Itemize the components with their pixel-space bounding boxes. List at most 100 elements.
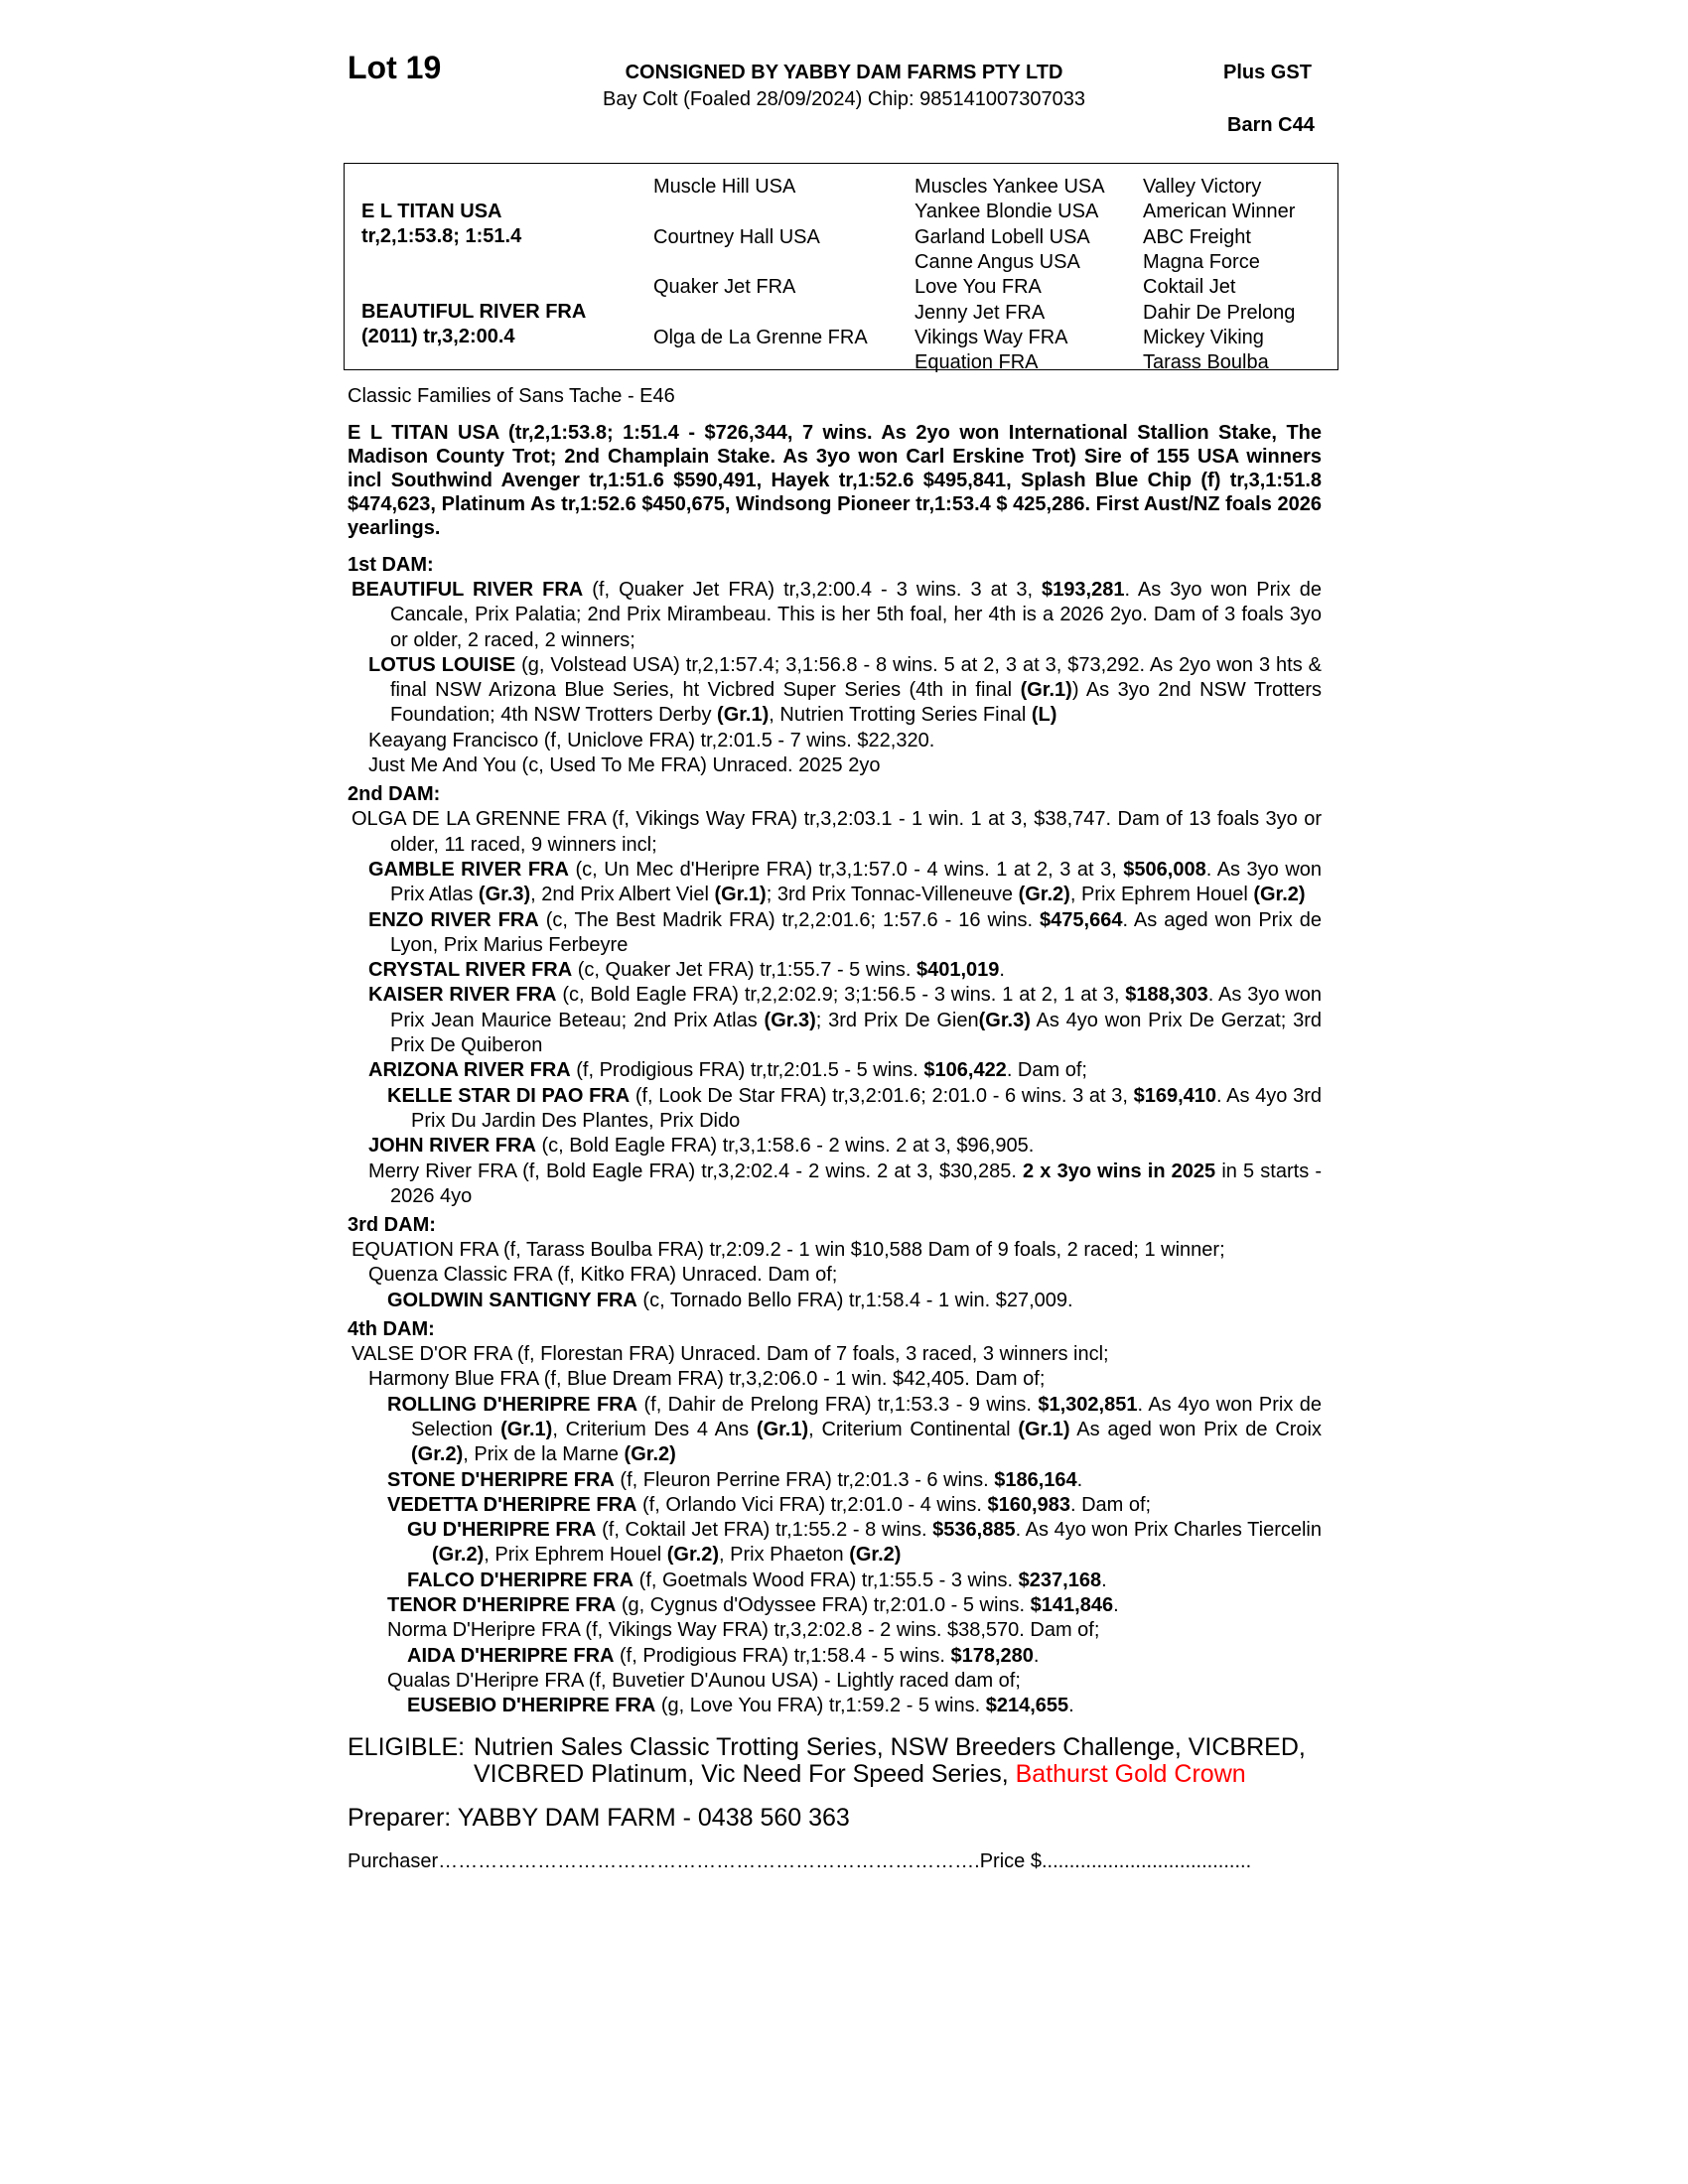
pedigree-great-great-grandparent: Valley Victory: [1143, 176, 1262, 198]
entry-highlight: (Gr.1): [1020, 679, 1072, 702]
entry-highlight: (Gr.1): [500, 1418, 553, 1440]
entry-text: VALSE D'OR FRA (f, Florestan FRA) Unrace…: [352, 1343, 1109, 1366]
barn-location: Barn C44: [1227, 114, 1315, 136]
entry-highlight: (Gr.1): [1018, 1418, 1070, 1440]
entry-text: , Nutrien Trotting Series Final: [769, 704, 1032, 727]
pedigree-entry: Merry River FRA (f, Bold Eagle FRA) tr,3…: [348, 1160, 1322, 1210]
pedigree-entry: EUSEBIO D'HERIPRE FRA (g, Love You FRA) …: [348, 1694, 1322, 1718]
entry-highlight: LOTUS LOUISE: [368, 653, 516, 676]
entry-text: (c, Bold Eagle FRA) tr,3,1:58.6 - 2 wins…: [535, 1135, 1035, 1158]
entry-text: , Criterium Continental: [808, 1418, 1019, 1440]
pedigree-entry: EQUATION FRA (f, Tarass Boulba FRA) tr,2…: [348, 1238, 1322, 1263]
entry-text: EQUATION FRA (f, Tarass Boulba FRA) tr,2…: [352, 1239, 1225, 1262]
entry-highlight: KELLE STAR DI PAO FRA: [387, 1084, 631, 1107]
entry-text: As aged won Prix de Croix: [1069, 1418, 1322, 1440]
entry-highlight: GOLDWIN SANTIGNY FRA: [387, 1289, 637, 1311]
entry-text: Keayang Francisco (f, Uniclove FRA) tr,2…: [368, 729, 935, 751]
lot-number: Lot 19: [348, 50, 442, 85]
pedigree-dam: BEAUTIFUL RIVER FRA: [361, 301, 587, 323]
pedigree-entry: OLGA DE LA GRENNE FRA (f, Vikings Way FR…: [348, 807, 1322, 858]
entry-text: (g, Love You FRA) tr,1:59.2 - 5 wins.: [655, 1695, 986, 1717]
entry-highlight: TENOR D'HERIPRE FRA: [387, 1593, 617, 1616]
pedigree-great-great-grandparent: Magna Force: [1143, 250, 1260, 273]
entry-text: (g, Volstead USA) tr,2,1:57.4; 3,1:56.8 …: [390, 653, 1322, 702]
entry-highlight: $214,655: [985, 1695, 1069, 1717]
entry-text: ; 3rd Prix Tonnac-Villeneuve: [766, 884, 1019, 906]
pedigree-great-great-grandparent: Coktail Jet: [1143, 276, 1236, 299]
entry-highlight: $186,164: [994, 1468, 1077, 1491]
entry-highlight: GU D'HERIPRE FRA: [407, 1519, 597, 1542]
pedigree-entry: Harmony Blue FRA (f, Blue Dream FRA) tr,…: [348, 1367, 1322, 1392]
entry-highlight: (Gr.1): [717, 704, 770, 727]
entry-text: (c, Tornado Bello FRA) tr,1:58.4 - 1 win…: [636, 1289, 1073, 1311]
entry-text: (c, Quaker Jet FRA) tr,1:55.7 - 5 wins.: [572, 959, 916, 982]
entry-highlight: (Gr.1): [756, 1418, 809, 1440]
entry-text: Qualas D'Heripre FRA (f, Buvetier D'Auno…: [387, 1669, 1021, 1692]
entry-highlight: (Gr.3): [978, 1009, 1031, 1031]
pedigree-entry: JOHN RIVER FRA (c, Bold Eagle FRA) tr,3,…: [348, 1134, 1322, 1159]
entry-highlight: $536,885: [932, 1519, 1016, 1542]
pedigree-great-grandparent: Love You FRA: [914, 276, 1042, 299]
pedigree-entry: Norma D'Heripre FRA (f, Vikings Way FRA)…: [348, 1618, 1322, 1643]
entry-text: (f, Dahir de Prelong FRA) tr,1:53.3 - 9 …: [637, 1393, 1039, 1416]
dam-lines: 1st DAM: BEAUTIFUL RIVER FRA (f, Quaker J…: [348, 553, 1322, 1718]
pedigree-entry: STONE D'HERIPRE FRA (f, Fleuron Perrine …: [348, 1468, 1322, 1493]
entry-text: As 4yo won Prix De Gerzat; 3rd Prix De Q…: [390, 1009, 1322, 1057]
catalogue-body: Classic Families of Sans Tache - E46 E L…: [348, 383, 1322, 1873]
pedigree-entry: LOTUS LOUISE (g, Volstead USA) tr,2,1:57…: [348, 653, 1322, 729]
pedigree-great-grandparent: Canne Angus USA: [914, 250, 1080, 273]
entry-text: Harmony Blue FRA (f, Blue Dream FRA) tr,…: [368, 1368, 1046, 1391]
pedigree-entry: CRYSTAL RIVER FRA (c, Quaker Jet FRA) tr…: [348, 958, 1322, 983]
pedigree-entry: TENOR D'HERIPRE FRA (g, Cygnus d'Odyssee…: [348, 1593, 1322, 1618]
entry-highlight: (Gr.2): [849, 1544, 902, 1567]
dam-heading: 1st DAM:: [348, 554, 434, 576]
price-field[interactable]: ......................................: [1041, 1850, 1252, 1873]
entry-text: in 5 starts - 2026 4yo: [390, 1160, 1322, 1207]
purchaser-line: Purchaser……………………………………………………………………….Pri…: [348, 1850, 1322, 1873]
entry-highlight: $237,168: [1018, 1569, 1102, 1591]
pedigree-great-great-grandparent: Mickey Viking: [1143, 326, 1264, 348]
entry-highlight: $178,280: [950, 1644, 1034, 1667]
entry-highlight: $141,846: [1030, 1593, 1114, 1616]
pedigree-dam-record: (2011) tr,3,2:00.4: [361, 326, 515, 347]
entry-highlight: (Gr.2): [1253, 884, 1306, 906]
entry-text: (c, Un Mec d'Heripre FRA) tr,3,1:57.0 - …: [568, 858, 1124, 881]
entry-highlight: FALCO D'HERIPRE FRA: [407, 1569, 634, 1591]
entry-highlight: GAMBLE RIVER FRA: [368, 858, 569, 881]
entry-text: , Prix Phaeton: [719, 1544, 850, 1567]
entry-text: . Dam of;: [1006, 1059, 1087, 1082]
entry-highlight: $475,664: [1040, 908, 1123, 931]
entry-highlight: $193,281: [1042, 579, 1125, 601]
dam-heading: 4th DAM:: [348, 1318, 435, 1341]
entry-text: (f, Prodigious FRA) tr,1:58.4 - 5 wins.: [614, 1644, 951, 1667]
pedigree-great-great-grandparent: ABC Freight: [1143, 225, 1251, 248]
entry-highlight: (Gr.2): [624, 1443, 676, 1466]
pedigree-great-great-grandparent: American Winner: [1143, 201, 1296, 223]
entry-text: , Prix Ephrem Houel: [484, 1544, 667, 1567]
entry-text: (f, Look De Star FRA) tr,3,2:01.6; 2:01.…: [630, 1084, 1134, 1107]
pedigree-entry: Keayang Francisco (f, Uniclove FRA) tr,2…: [348, 729, 1322, 753]
entry-text: Just Me And You (c, Used To Me FRA) Unra…: [368, 754, 881, 777]
entry-text: Norma D'Heripre FRA (f, Vikings Way FRA)…: [387, 1619, 1100, 1642]
entry-text: (f, Fleuron Perrine FRA) tr,2:01.3 - 6 w…: [614, 1468, 995, 1491]
entry-highlight: STONE D'HERIPRE FRA: [387, 1468, 615, 1491]
entry-text: .: [1101, 1569, 1107, 1591]
pedigree-entry: BEAUTIFUL RIVER FRA (f, Quaker Jet FRA) …: [348, 578, 1322, 653]
purchaser-field[interactable]: ……………………………………………………………………….: [438, 1850, 980, 1873]
entry-highlight: $506,008: [1123, 858, 1206, 881]
family-line: Classic Families of Sans Tache - E46: [348, 385, 675, 407]
pedigree-great-grandparent: Garland Lobell USA: [914, 225, 1090, 248]
entry-highlight: $160,983: [987, 1493, 1070, 1516]
eligible-label: ELIGIBLE:: [348, 1733, 466, 1762]
entry-text: . As 4yo 3rd Prix Du Jardin Des Plantes,…: [411, 1084, 1322, 1132]
entry-highlight: JOHN RIVER FRA: [368, 1135, 536, 1158]
pedigree-great-grandparent: Equation FRA: [914, 351, 1039, 374]
pedigree-entry: ROLLING D'HERIPRE FRA (f, Dahir de Prelo…: [348, 1393, 1322, 1468]
pedigree-table: E L TITAN USA tr,2,1:53.8; 1:51.4 BEAUTI…: [344, 163, 1338, 373]
eligible-highlight: Bathurst Gold Crown: [1015, 1760, 1246, 1789]
pedigree-sire: E L TITAN USA: [361, 201, 502, 222]
pedigree-entry: KAISER RIVER FRA (c, Bold Eagle FRA) tr,…: [348, 983, 1322, 1058]
entry-text: .: [1068, 1695, 1074, 1717]
entry-text: Merry River FRA (f, Bold Eagle FRA) tr,3…: [368, 1160, 1024, 1182]
entry-text: (c, The Best Madrik FRA) tr,2,2:01.6; 1:…: [538, 908, 1041, 931]
